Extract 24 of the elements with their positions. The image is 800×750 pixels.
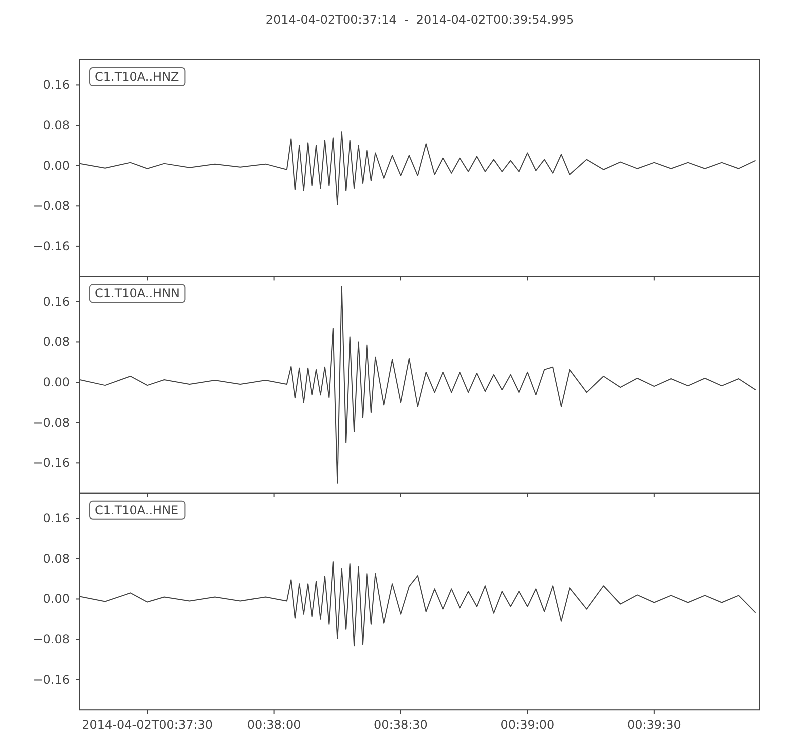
- x-tick-label: 2014-04-02T00:37:30: [82, 718, 214, 732]
- y-tick-label: 0.00: [43, 376, 70, 390]
- y-tick-label: 0.16: [43, 78, 70, 92]
- y-tick-label: 0.16: [43, 512, 70, 526]
- y-tick-label: −0.08: [33, 632, 70, 647]
- y-tick-label: 0.00: [43, 592, 70, 606]
- x-tick-label: 00:39:00: [500, 718, 555, 732]
- y-tick-label: 0.08: [43, 552, 70, 566]
- y-tick-label: 0.16: [43, 294, 70, 309]
- x-tick-label: 00:38:00: [247, 718, 302, 732]
- y-tick-label: −0.16: [33, 672, 70, 687]
- y-tick-label: −0.08: [33, 199, 70, 214]
- x-tick-label: 00:38:30: [374, 718, 428, 732]
- text: C1.T10A..HNN: [95, 286, 180, 301]
- x-tick-label: 00:39:30: [627, 718, 682, 732]
- chart-title: 2014-04-02T00:37:14 - 2014-04-02T00:39:54.995: [266, 13, 574, 27]
- text: C1.T10A..HNZ: [95, 70, 180, 84]
- y-tick-label: 0.08: [43, 335, 70, 350]
- y-tick-label: 0.00: [43, 158, 70, 173]
- y-tick-label: 0.08: [43, 118, 70, 133]
- y-tick-label: −0.16: [33, 456, 70, 470]
- text: C1.T10A..HNE: [95, 503, 179, 518]
- y-tick-label: −0.08: [33, 416, 70, 430]
- y-tick-label: −0.16: [33, 239, 70, 254]
